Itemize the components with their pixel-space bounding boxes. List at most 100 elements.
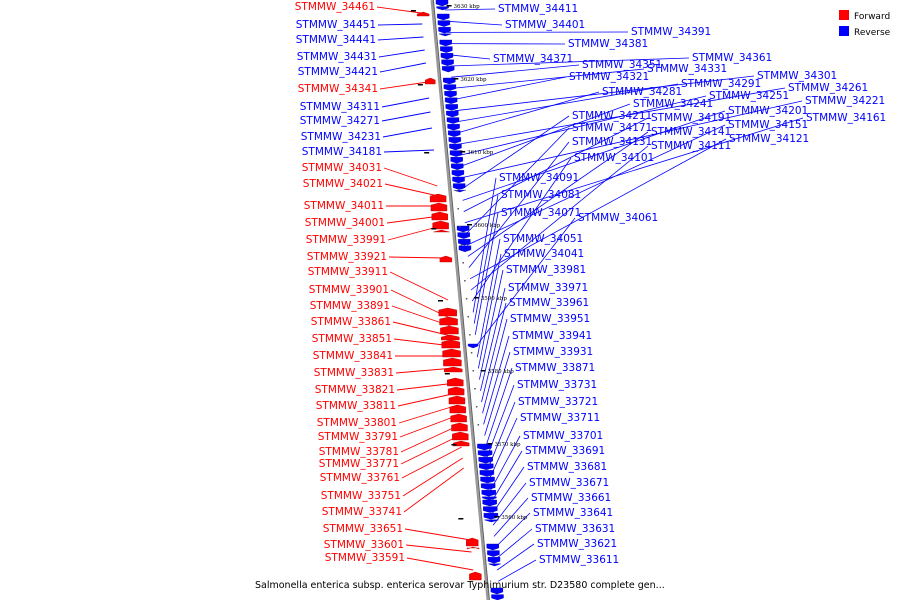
reverse-gene-glyph[interactable] [451, 163, 464, 171]
gene-label-forward[interactable]: STMMW_33801 [317, 417, 397, 429]
gene-label-forward[interactable]: STMMW_34271 [300, 115, 380, 127]
gene-label-reverse[interactable]: STMMW_33691 [525, 445, 605, 457]
reverse-gene-glyph[interactable] [437, 20, 451, 27]
gene-label-reverse[interactable]: STMMW_33981 [506, 264, 586, 276]
gene-label-forward[interactable]: STMMW_33861 [311, 316, 391, 328]
gene-label-reverse[interactable]: STMMW_33681 [527, 461, 607, 473]
reverse-gene-glyph[interactable] [480, 476, 495, 484]
reverse-gene-glyph[interactable] [447, 124, 460, 131]
gene-label-reverse[interactable]: STMMW_34251 [709, 90, 789, 102]
reverse-gene-glyph[interactable] [449, 143, 462, 151]
gene-label-forward[interactable]: STMMW_33831 [314, 367, 394, 379]
gene-label-reverse[interactable]: STMMW_34241 [633, 98, 713, 110]
reverse-gene-glyph[interactable] [437, 13, 450, 21]
gene-label-forward[interactable]: STMMW_33911 [308, 266, 388, 278]
gene-label-forward[interactable]: STMMW_33821 [315, 384, 395, 396]
gene-label-reverse[interactable]: STMMW_33621 [537, 538, 617, 550]
forward-gene-glyph[interactable] [443, 357, 462, 367]
reverse-gene-glyph[interactable] [467, 343, 479, 349]
forward-gene-glyph[interactable] [466, 546, 480, 550]
gene-label-reverse[interactable]: STMMW_34061 [578, 212, 658, 224]
reverse-gene-glyph[interactable] [448, 130, 461, 138]
reverse-gene-glyph[interactable] [478, 457, 493, 464]
gene-label-forward[interactable]: STMMW_34441 [296, 34, 376, 46]
reverse-gene-glyph[interactable] [441, 59, 454, 67]
gene-label-reverse[interactable]: STMMW_34351 [582, 59, 662, 71]
forward-gene-glyph[interactable] [449, 404, 466, 414]
forward-gene-glyph[interactable] [438, 307, 457, 317]
forward-gene-glyph[interactable] [447, 377, 464, 387]
reverse-gene-glyph[interactable] [456, 225, 470, 233]
gene-label-reverse[interactable]: STMMW_33951 [510, 313, 590, 325]
gene-label-reverse[interactable]: STMMW_34211 [572, 110, 652, 122]
reverse-gene-glyph[interactable] [444, 97, 458, 105]
forward-gene-glyph[interactable] [441, 334, 460, 341]
gene-label-reverse[interactable]: STMMW_34171 [572, 122, 652, 134]
reverse-gene-glyph[interactable] [484, 519, 499, 523]
gene-label-forward[interactable]: STMMW_34341 [298, 83, 378, 95]
gene-label-reverse[interactable]: STMMW_33631 [535, 523, 615, 535]
gene-label-forward[interactable]: STMMW_34451 [296, 19, 376, 31]
gene-label-reverse[interactable]: STMMW_34371 [493, 53, 573, 65]
gene-label-reverse[interactable]: STMMW_34101 [574, 152, 654, 164]
gene-label-reverse[interactable]: STMMW_34301 [757, 70, 837, 82]
forward-gene-glyph[interactable] [433, 229, 450, 233]
gene-label-forward[interactable]: STMMW_33811 [316, 400, 396, 412]
reverse-gene-glyph[interactable] [441, 66, 455, 73]
gene-label-reverse[interactable]: STMMW_33731 [517, 379, 597, 391]
reverse-gene-glyph[interactable] [452, 183, 466, 190]
reverse-gene-glyph[interactable] [482, 496, 497, 501]
reverse-gene-glyph[interactable] [483, 513, 499, 520]
reverse-gene-glyph[interactable] [458, 239, 471, 246]
forward-gene-glyph[interactable] [430, 202, 448, 212]
reverse-gene-glyph[interactable] [444, 91, 457, 98]
forward-gene-glyph[interactable] [447, 386, 465, 396]
reverse-gene-glyph[interactable] [445, 104, 458, 111]
gene-label-forward[interactable]: STMMW_34181 [302, 146, 382, 158]
reverse-gene-glyph[interactable] [453, 189, 466, 193]
gene-label-forward[interactable]: STMMW_34231 [301, 131, 381, 143]
forward-gene-glyph[interactable] [452, 431, 469, 441]
reverse-gene-glyph[interactable] [448, 137, 462, 144]
reverse-gene-glyph[interactable] [487, 550, 500, 557]
reverse-gene-glyph[interactable] [443, 77, 456, 85]
forward-gene-glyph[interactable] [431, 211, 448, 221]
gene-label-reverse[interactable]: STMMW_34391 [631, 26, 711, 38]
gene-label-forward[interactable]: STMMW_33901 [309, 284, 389, 296]
gene-label-forward[interactable]: STMMW_33891 [310, 300, 390, 312]
gene-label-forward[interactable]: STMMW_34431 [297, 51, 377, 63]
forward-gene-glyph[interactable] [444, 366, 463, 373]
gene-label-forward[interactable]: STMMW_33751 [321, 490, 401, 502]
gene-label-reverse[interactable]: STMMW_33711 [520, 412, 600, 424]
reverse-gene-glyph[interactable] [458, 245, 472, 253]
gene-label-forward[interactable]: STMMW_33841 [313, 350, 393, 362]
gene-label-reverse[interactable]: STMMW_34151 [728, 119, 808, 131]
gene-label-reverse[interactable]: STMMW_33661 [531, 492, 611, 504]
gene-label-forward[interactable]: STMMW_33761 [320, 472, 400, 484]
gene-label-forward[interactable]: STMMW_33851 [312, 333, 392, 345]
gene-label-forward[interactable]: STMMW_33991 [306, 234, 386, 246]
forward-gene-glyph[interactable] [452, 440, 470, 447]
gene-label-forward[interactable]: STMMW_34031 [302, 162, 382, 174]
gene-label-reverse[interactable]: STMMW_33971 [508, 282, 588, 294]
gene-label-reverse[interactable]: STMMW_33871 [515, 362, 595, 374]
reverse-gene-glyph[interactable] [438, 27, 451, 34]
reverse-gene-glyph[interactable] [491, 594, 504, 600]
gene-label-reverse[interactable]: STMMW_34221 [805, 95, 885, 107]
gene-label-reverse[interactable]: STMMW_34161 [806, 112, 886, 124]
gene-label-forward[interactable]: STMMW_34311 [300, 101, 380, 113]
gene-label-reverse[interactable]: STMMW_34131 [572, 136, 652, 148]
forward-gene-glyph[interactable] [429, 193, 447, 203]
forward-gene-glyph[interactable] [451, 422, 468, 432]
reverse-gene-glyph[interactable] [490, 587, 504, 595]
reverse-gene-glyph[interactable] [440, 46, 453, 53]
gene-label-forward[interactable]: STMMW_33601 [324, 539, 404, 551]
gene-label-reverse[interactable]: STMMW_34081 [501, 189, 581, 201]
forward-gene-glyph[interactable] [466, 537, 479, 547]
reverse-gene-glyph[interactable] [439, 39, 452, 47]
reverse-gene-glyph[interactable] [443, 84, 457, 91]
gene-label-reverse[interactable]: STMMW_33961 [509, 297, 589, 309]
forward-gene-glyph[interactable] [440, 325, 459, 335]
gene-label-reverse[interactable]: STMMW_34051 [503, 233, 583, 245]
gene-label-forward[interactable]: STMMW_33791 [318, 431, 398, 443]
